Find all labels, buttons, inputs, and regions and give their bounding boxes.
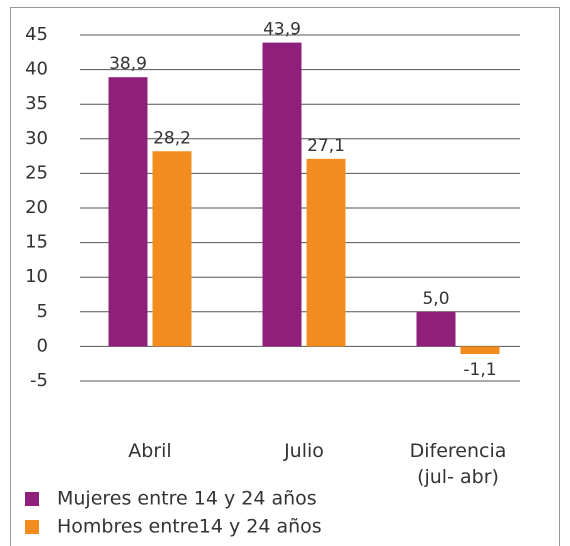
x-tick-label: Diferencia (jul- abr) <box>409 440 507 488</box>
value-label: 5,0 <box>422 289 449 309</box>
y-tick-label: 10 <box>25 266 48 287</box>
bar <box>108 77 148 347</box>
value-label: -1,1 <box>463 360 496 380</box>
value-label: 43,9 <box>263 20 301 40</box>
bar <box>152 151 192 347</box>
y-tick-label: -5 <box>30 370 48 391</box>
legend-label: Hombres entre14 y 24 años <box>57 516 322 538</box>
y-tick-label: 35 <box>25 93 48 114</box>
y-tick-label: 15 <box>25 232 48 253</box>
value-label: 27,1 <box>307 136 345 156</box>
value-label: 38,9 <box>109 54 147 74</box>
y-tick-label: 5 <box>37 301 48 322</box>
bar <box>460 346 500 355</box>
y-tick-label: 45 <box>25 24 48 45</box>
frame <box>10 7 560 546</box>
legend-label: Mujeres entre 14 y 24 años <box>57 488 317 510</box>
legend-swatch <box>25 492 39 506</box>
bar <box>262 42 302 347</box>
x-tick-label: Julio <box>284 440 324 462</box>
legend-swatch <box>25 520 39 534</box>
x-tick-label: Abril <box>128 440 172 462</box>
bar <box>306 158 346 347</box>
y-tick-label: 30 <box>25 128 48 149</box>
y-tick-label: 0 <box>37 335 48 356</box>
y-tick-label: 40 <box>25 59 48 80</box>
y-tick-label: 20 <box>25 197 48 218</box>
y-tick-label: 25 <box>25 162 48 183</box>
value-label: 28,2 <box>153 128 191 148</box>
bar <box>416 311 456 347</box>
